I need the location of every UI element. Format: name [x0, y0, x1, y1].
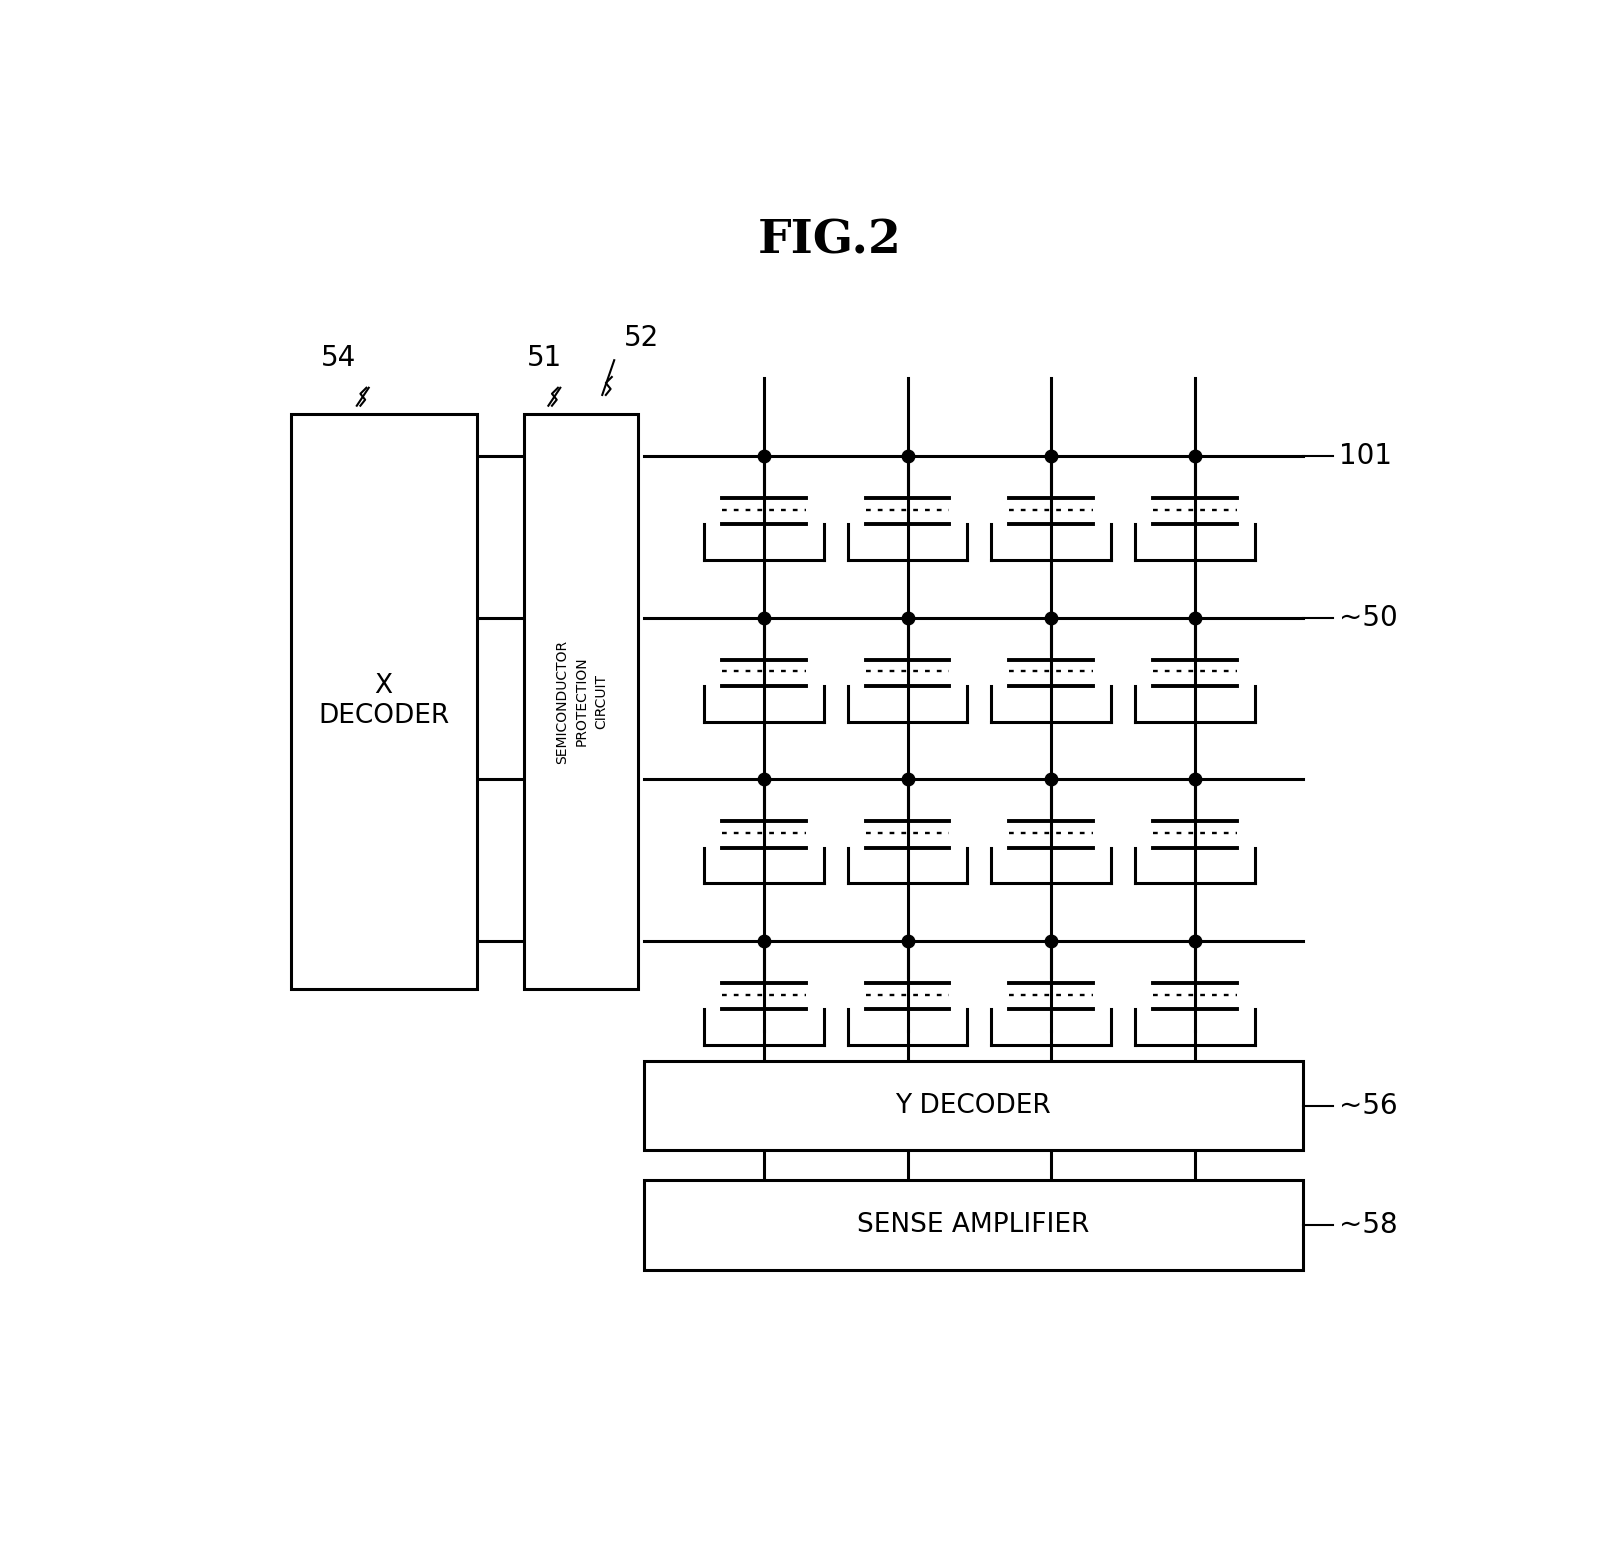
Text: ~56: ~56	[1339, 1092, 1397, 1120]
Text: 101: 101	[1339, 442, 1392, 470]
Text: ~50: ~50	[1339, 603, 1397, 631]
Text: FIG.2: FIG.2	[758, 218, 902, 263]
Bar	[644, 1180, 1303, 1270]
Text: 54: 54	[321, 344, 356, 372]
Text: SEMICONDUCTOR
PROTECTION
CIRCUIT: SEMICONDUCTOR PROTECTION CIRCUIT	[555, 639, 607, 764]
Text: ~58: ~58	[1339, 1211, 1397, 1239]
Bar	[525, 414, 638, 989]
Bar	[291, 414, 476, 989]
Text: 51: 51	[528, 344, 562, 372]
Text: Y DECODER: Y DECODER	[895, 1093, 1051, 1118]
Text: 52: 52	[623, 323, 659, 351]
Text: X
DECODER: X DECODER	[317, 673, 450, 729]
Bar	[644, 1061, 1303, 1151]
Text: SENSE AMPLIFIER: SENSE AMPLIFIER	[856, 1213, 1090, 1238]
